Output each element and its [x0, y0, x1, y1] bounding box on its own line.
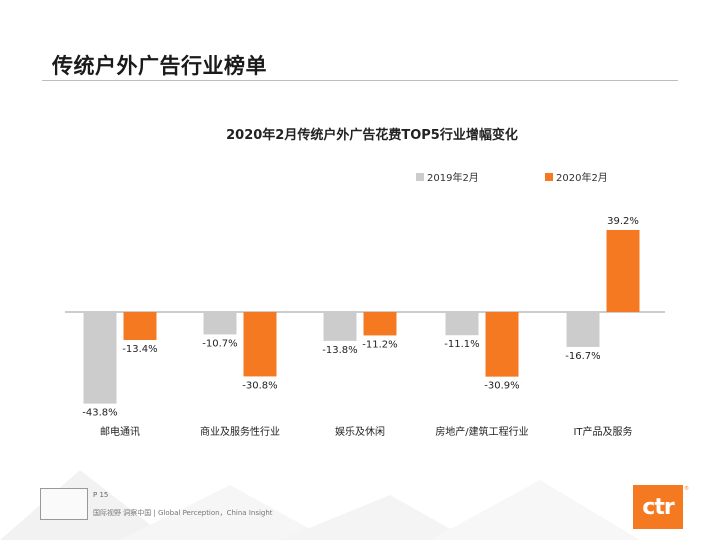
footer-slogan: 国际视野 洞察中国 | Global Perception，China Insi…: [93, 509, 273, 517]
legend: 2019年2月 2020年2月: [416, 171, 608, 184]
value-label-2020-4: 39.2%: [607, 216, 639, 227]
value-label-2019-3: -11.1%: [444, 339, 479, 350]
bar-2020-1: [243, 312, 277, 377]
legend-label-2020: 2020年2月: [556, 171, 608, 184]
value-label-2020-2: -11.2%: [362, 339, 397, 350]
legend-label-2019: 2019年2月: [427, 171, 479, 184]
title-divider: [42, 80, 678, 81]
chart-title: 2020年2月传统户外广告花费TOP5行业增幅变化: [226, 127, 518, 143]
value-label-2020-1: -30.8%: [242, 380, 277, 391]
value-label-2019-0: -43.8%: [82, 408, 117, 419]
bar-2019-2: [323, 312, 357, 341]
legend-swatch-2020: [545, 173, 553, 181]
bar-2019-3: [445, 312, 479, 336]
ctr-logo: ctr: [633, 485, 683, 529]
bars-group: [83, 230, 640, 404]
bar-2019-1: [203, 312, 237, 335]
bar-2019-0: [83, 312, 117, 404]
value-labels-group: -43.8% -13.4% -10.7% -30.8% -13.8% -11.2% -11.…: [82, 216, 639, 419]
category-label-4: IT产品及服务: [573, 425, 632, 438]
bar-2019-4: [566, 312, 600, 347]
bar-2020-3: [485, 312, 519, 377]
page-title: 传统户外广告行业榜单: [52, 54, 267, 78]
legend-swatch-2019: [416, 173, 424, 181]
value-label-2019-2: -13.8%: [322, 345, 357, 356]
certification-logo: [40, 488, 88, 520]
category-label-2: 娱乐及休闲: [335, 425, 385, 438]
bar-2020-0: [123, 312, 157, 341]
ctr-logo-mark: ®: [684, 486, 689, 492]
bar-2020-4: [606, 230, 640, 312]
value-label-2020-3: -30.9%: [484, 381, 519, 392]
category-label-3: 房地产/建筑工程行业: [435, 425, 528, 438]
category-labels-group: 邮电通讯 商业及服务性行业 娱乐及休闲 房地产/建筑工程行业 IT产品及服务: [100, 425, 633, 438]
value-label-2019-4: -16.7%: [565, 351, 600, 362]
decorative-background: [0, 470, 640, 540]
page-number: P 15: [93, 491, 109, 499]
value-label-2020-0: -13.4%: [122, 344, 157, 355]
category-label-0: 邮电通讯: [100, 425, 140, 438]
category-label-1: 商业及服务性行业: [200, 425, 280, 438]
bar-2020-2: [363, 312, 397, 336]
value-label-2019-1: -10.7%: [202, 338, 237, 349]
